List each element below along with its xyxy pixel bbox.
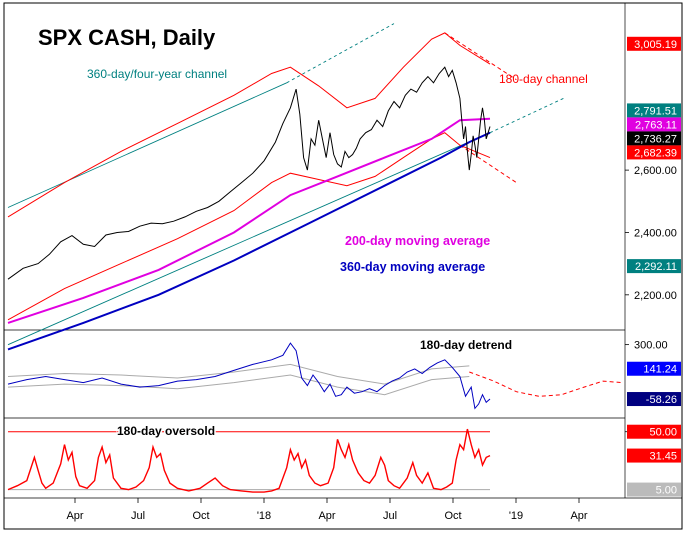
oversold-line <box>7 428 491 493</box>
oversold-title: 180-day oversold <box>117 424 215 438</box>
price-tag-bg <box>627 361 681 376</box>
price-tag: 31.45 <box>627 448 681 463</box>
x-tick-label: Jul <box>131 510 145 522</box>
price-tag: 50.00 <box>627 424 681 439</box>
channel-180-upper <box>7 32 491 218</box>
detrend-cycle-projection <box>469 371 622 397</box>
detrend-line <box>7 342 491 410</box>
price-tag-bg <box>627 145 681 160</box>
x-tick-label: Oct <box>192 510 209 522</box>
detrend-band-lower <box>7 374 470 396</box>
oversold-panel <box>7 428 491 493</box>
price-tag-label: 2,763.11 <box>635 119 677 131</box>
channel-360-upper-projection <box>286 23 395 84</box>
channel-360-label: 360-day/four-year channel <box>87 67 227 81</box>
channel-360-lower-projection <box>489 97 564 134</box>
price-tag-bg <box>627 482 681 497</box>
detrend-panel <box>7 342 622 410</box>
channel-360-lower <box>7 132 491 346</box>
price-tag: 2,682.39 <box>627 145 681 160</box>
price-tag: 3,005.19 <box>627 36 681 51</box>
price-tag: 2,791.51 <box>627 103 681 118</box>
detrend-title: 180-day detrend <box>420 338 512 352</box>
price-tag: 2,292.11 <box>627 259 681 274</box>
y-tick-label: 300.00 <box>634 340 668 352</box>
price-tag-bg <box>627 117 681 132</box>
price-tag-label: 2,682.39 <box>634 147 677 159</box>
channel-360-upper <box>7 82 287 208</box>
chart-title: SPX CASH, Daily <box>38 25 216 50</box>
channel-180-upper-projection <box>444 32 517 81</box>
y-tick-label: 2,200.00 <box>634 290 677 302</box>
price-tag-label: 31.45 <box>649 451 677 463</box>
x-tick-label: Oct <box>444 510 461 522</box>
price-tag-bg <box>627 448 681 463</box>
y-tick-label: 2,600.00 <box>634 165 677 177</box>
x-tick-label: Apr <box>570 510 587 522</box>
channel-180-label: 180-day channel <box>499 72 588 86</box>
channel-180-lower-projection <box>459 144 517 184</box>
ma360-label: 360-day moving average <box>340 260 485 274</box>
price-tag-bg <box>627 392 681 407</box>
x-tick-label: '18 <box>257 510 271 522</box>
price-tag-bg <box>627 424 681 439</box>
price-tag: 2,763.11 <box>627 117 681 132</box>
price-tag-label: 3,005.19 <box>634 39 677 51</box>
price-tag-label: -58.26 <box>646 394 677 406</box>
price-tag: 141.24 <box>627 361 681 376</box>
price-tag-label: 2,736.27 <box>634 133 677 145</box>
x-tick-labels: Apr Jul Oct '18 Apr Jul Oct '19 Apr <box>66 498 588 522</box>
detrend-band-upper <box>7 363 470 385</box>
price-tag: 2,736.27 <box>627 131 681 146</box>
price-tag-bg <box>627 36 681 51</box>
ma200-label: 200-day moving average <box>345 234 490 248</box>
channel-180-lower <box>7 132 491 321</box>
price-tag-label: 50.00 <box>649 427 677 439</box>
price-tag-label: 5.00 <box>656 485 677 497</box>
x-tick-label: Apr <box>318 510 335 522</box>
price-tag-label: 141.24 <box>643 364 677 376</box>
price-tags: 3,005.19 2,791.51 2,763.11 2,736.27 2,682.39… <box>627 36 681 497</box>
price-tag: -58.26 <box>627 392 681 407</box>
moving-averages <box>7 117 491 351</box>
x-tick-label: Apr <box>66 510 83 522</box>
ma200-line <box>7 117 491 324</box>
price-line <box>7 66 491 280</box>
ma360-line <box>7 131 491 351</box>
channel-lines <box>7 23 564 346</box>
y-tick-label: 2,400.00 <box>634 227 677 239</box>
price-tag: 5.00 <box>627 482 681 497</box>
spx-price-line <box>7 66 491 280</box>
price-tag-label: 2,791.51 <box>634 105 677 117</box>
x-tick-label: '19 <box>509 510 523 522</box>
x-tick-label: Jul <box>383 510 397 522</box>
price-tag-bg <box>627 103 681 118</box>
price-tag-label: 2,292.11 <box>635 261 677 273</box>
chart-frame <box>3 2 683 530</box>
price-tag-bg <box>627 259 681 274</box>
price-tag-bg <box>627 131 681 146</box>
